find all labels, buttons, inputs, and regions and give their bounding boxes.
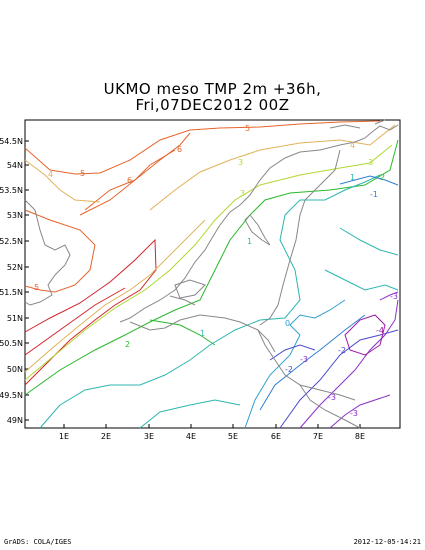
map-title-line-2: Fri,07DEC2012 00Z bbox=[135, 96, 290, 114]
contour-label: 2 bbox=[380, 173, 385, 182]
lat-tick-label: 49N bbox=[7, 416, 23, 425]
contour-6-upper bbox=[84, 149, 176, 211]
contour-label: -3 bbox=[350, 409, 358, 418]
contour-m2 bbox=[279, 329, 399, 429]
contour-2-tail bbox=[149, 319, 216, 346]
contour-label: -3 bbox=[300, 355, 308, 364]
coast-zeeland bbox=[169, 279, 206, 306]
contour-label: 3 bbox=[238, 158, 243, 167]
contour-label: 0 bbox=[285, 319, 290, 328]
lon-tick-label: 3E bbox=[144, 432, 154, 441]
lat-tick-label: 52.5N bbox=[0, 237, 23, 246]
contour-label: 6 bbox=[127, 176, 132, 185]
contour-labels: 6 6 5 5 5 4 4 3 3 3 2 2 1 1 1 0 -1 -2 -2… bbox=[34, 124, 398, 418]
coastline-england bbox=[24, 199, 71, 306]
plot-frame bbox=[24, 119, 401, 429]
contour-label: 2 bbox=[125, 340, 130, 349]
contour-label: -3 bbox=[328, 393, 336, 402]
lat-tick-label: 50.5N bbox=[0, 339, 23, 348]
contour-label: -3 bbox=[390, 292, 398, 301]
contour-label: 1 bbox=[247, 237, 252, 246]
lon-tick-label: 1E bbox=[59, 432, 69, 441]
contour-5-north bbox=[24, 120, 381, 175]
contour-1 bbox=[39, 174, 381, 429]
lon-axis: 1E 2E 3E 4E 5E 6E 7E 8E bbox=[59, 424, 365, 441]
lat-tick-label: 53N bbox=[7, 211, 23, 220]
coast-frisian bbox=[329, 119, 386, 129]
border-belgium bbox=[129, 314, 276, 353]
lat-tick-label: 51.5N bbox=[0, 288, 23, 297]
lat-tick-label: 53.5N bbox=[0, 186, 23, 195]
footer-credit: GrADS: COLA/IGES bbox=[4, 538, 72, 546]
lat-tick-label: 54N bbox=[7, 161, 23, 170]
border-luxembourg-france bbox=[257, 329, 356, 401]
contour-0 bbox=[244, 299, 346, 429]
lon-tick-label: 4E bbox=[186, 432, 196, 441]
contour-m3-c bbox=[379, 291, 399, 301]
lat-tick-label: 49.5N bbox=[0, 391, 23, 400]
contour-label: 3 bbox=[240, 189, 245, 198]
contour-3 bbox=[24, 144, 393, 381]
border-netherlands-germany bbox=[259, 149, 341, 326]
contour-label: 5 bbox=[245, 124, 250, 133]
contour-4 bbox=[24, 124, 396, 211]
contour-5-west bbox=[24, 209, 96, 293]
contour-label: -1 bbox=[370, 190, 378, 199]
lon-tick-label: 5E bbox=[228, 432, 238, 441]
contour-m1 bbox=[339, 175, 399, 186]
lat-tick-label: 50N bbox=[7, 365, 23, 374]
contour-label: 4 bbox=[48, 170, 53, 179]
contour-label: 1 bbox=[350, 173, 355, 182]
coastline-continent bbox=[119, 124, 399, 323]
contour-m2-b bbox=[269, 344, 316, 361]
contour-m4 bbox=[344, 314, 386, 356]
contour-5-mid bbox=[79, 132, 191, 216]
footer-timestamp: 2012-12-05-14:21 bbox=[353, 538, 421, 546]
lat-tick-label: 51N bbox=[7, 314, 23, 323]
contour-6-inner bbox=[24, 287, 126, 356]
contour-m3 bbox=[299, 299, 399, 429]
contour-m1-b bbox=[259, 314, 366, 411]
contour-label: -2 bbox=[285, 365, 293, 374]
contour-label: -4 bbox=[376, 326, 384, 335]
contour-label: 5 bbox=[34, 283, 39, 292]
lon-tick-label: 6E bbox=[271, 432, 281, 441]
contour-4-south bbox=[24, 219, 206, 373]
contour-1-east bbox=[324, 227, 399, 291]
contour-label: 5 bbox=[80, 169, 85, 178]
coastline-ijsselmeer bbox=[244, 214, 271, 246]
contour-label: 1 bbox=[200, 329, 205, 338]
contour-2 bbox=[24, 139, 399, 396]
lat-tick-label: 52N bbox=[7, 263, 23, 272]
contour-m3-b bbox=[329, 394, 391, 429]
lat-axis: 54.5N 54N 53.5N 53N 52.5N 52N 51.5N 51N … bbox=[0, 137, 29, 425]
contour-label: -2 bbox=[338, 346, 346, 355]
border-germany-east bbox=[299, 384, 361, 429]
lat-tick-label: 54.5N bbox=[0, 137, 23, 146]
contour-label: 3 bbox=[368, 158, 373, 167]
lon-tick-label: 8E bbox=[355, 432, 365, 441]
contour-label: 6 bbox=[177, 145, 182, 154]
lon-tick-label: 2E bbox=[101, 432, 111, 441]
lon-tick-label: 7E bbox=[313, 432, 323, 441]
contour-1-south bbox=[139, 399, 241, 429]
map-title-line-1: UKMO meso TMP 2m +36h, bbox=[103, 80, 322, 98]
contour-label: 4 bbox=[350, 141, 355, 150]
